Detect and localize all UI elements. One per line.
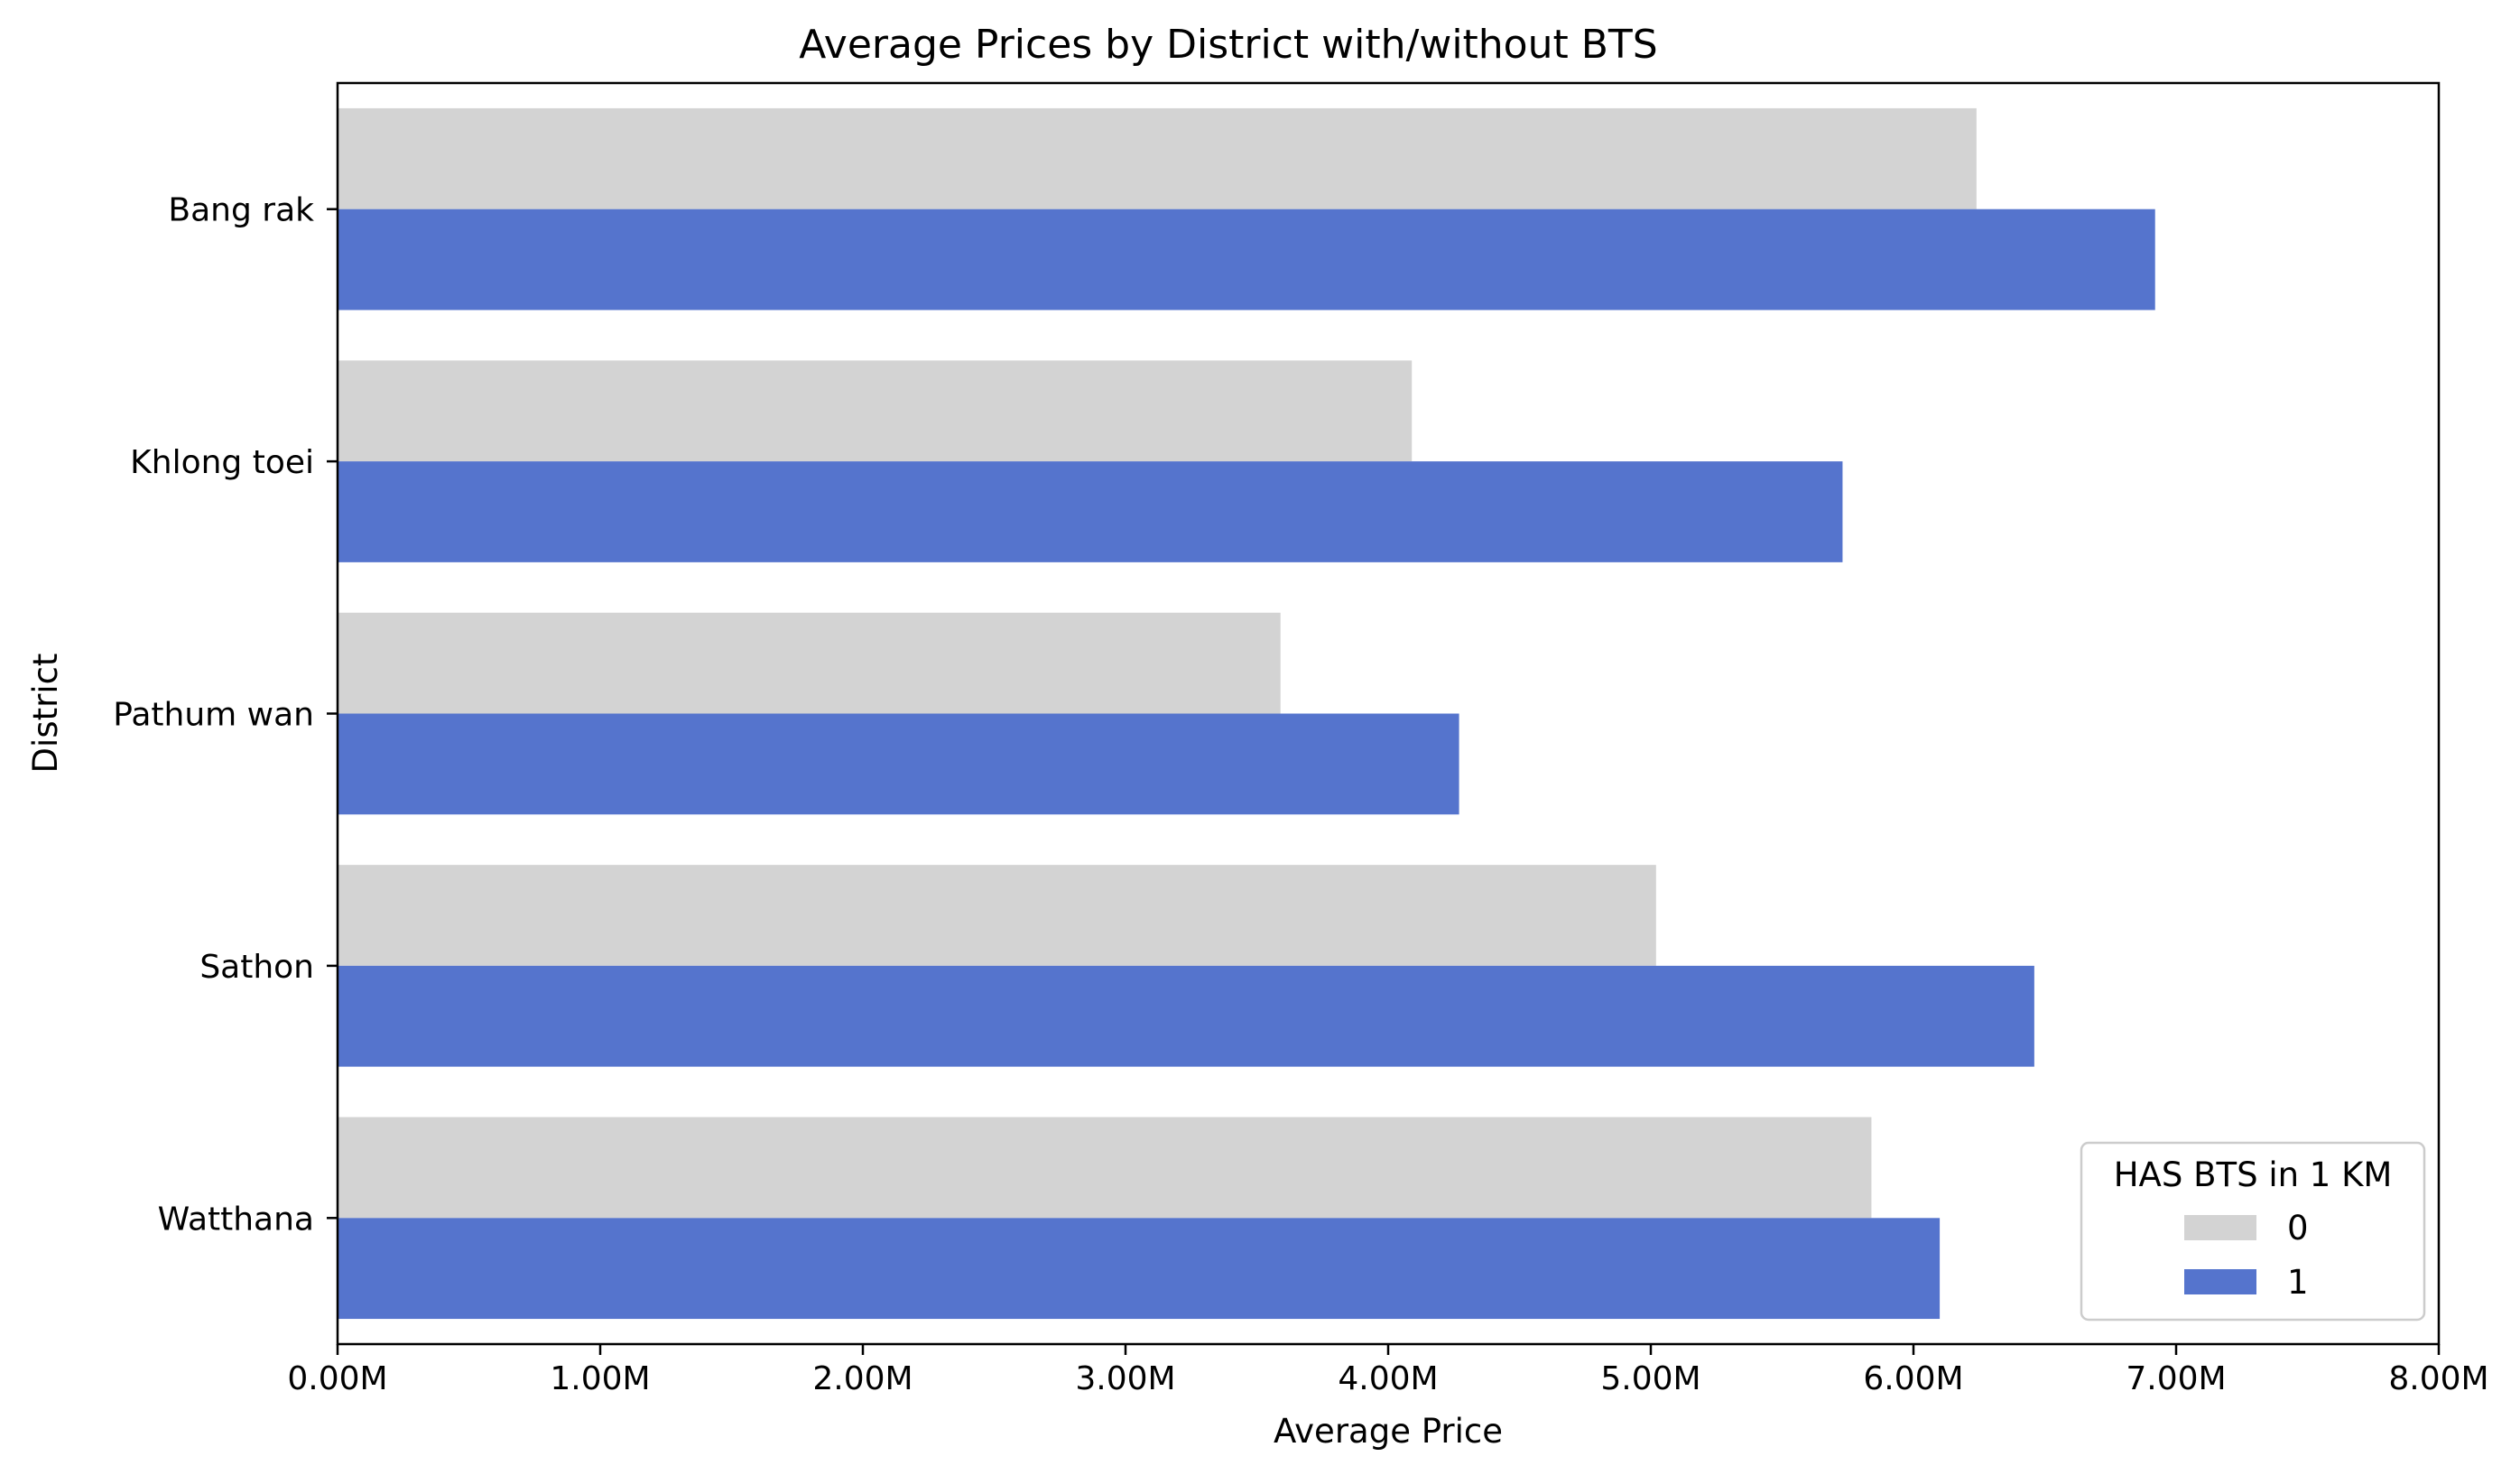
bar-watthana-series-0: [338, 1117, 1872, 1219]
bar-khlong-toei-series-1: [338, 461, 1843, 562]
x-tick-label: 8.00M: [2388, 1360, 2488, 1397]
chart-title: Average Prices by District with/without …: [799, 22, 1657, 68]
legend-title: HAS BTS in 1 KM: [2114, 1155, 2393, 1194]
x-tick-label: 1.00M: [550, 1360, 650, 1397]
y-axis-label: District: [26, 654, 65, 774]
y-tick-label: Bang rak: [168, 192, 314, 229]
y-tick-label: Pathum wan: [113, 697, 314, 734]
x-tick-label: 4.00M: [1338, 1360, 1438, 1397]
x-tick-label: 3.00M: [1075, 1360, 1175, 1397]
y-axis-ticks: Bang rak Khlong toei Pathum wan Sathon Watth…: [113, 192, 338, 1238]
bar-watthana-series-1: [338, 1218, 1941, 1320]
x-tick-label: 5.00M: [1600, 1360, 1700, 1397]
x-tick-label: 2.00M: [812, 1360, 913, 1397]
x-tick-label: 7.00M: [2126, 1360, 2226, 1397]
y-tick-label: Watthana: [158, 1201, 314, 1238]
bar-khlong-toei-series-0: [338, 360, 1413, 462]
x-axis-ticks: 0.00M 1.00M 2.00M 3.00M 4.00M 5.00M 6.00M 7.00M…: [287, 1344, 2489, 1397]
x-tick-label: 0.00M: [287, 1360, 387, 1397]
legend-swatch-0: [2184, 1215, 2256, 1240]
bar-sathon-series-0: [338, 865, 1656, 966]
legend-label-0: 0: [2287, 1209, 2309, 1248]
x-tick-label: 6.00M: [1863, 1360, 1963, 1397]
y-tick-label: Khlong toei: [130, 444, 314, 481]
x-axis-label: Average Price: [1274, 1412, 1503, 1451]
legend-label-1: 1: [2287, 1263, 2309, 1302]
bar-pathum-wan-series-0: [338, 612, 1281, 714]
bar-pathum-wan-series-1: [338, 713, 1459, 815]
bar-bang-rak-series-1: [338, 209, 2155, 311]
y-tick-label: Sathon: [199, 949, 314, 986]
bar-sathon-series-1: [338, 965, 2034, 1067]
bar-bang-rak-series-0: [338, 107, 1977, 209]
bars-group: [338, 107, 2155, 1320]
legend: HAS BTS in 1 KM 0 1: [2080, 1141, 2426, 1322]
legend-swatch-1: [2184, 1269, 2256, 1294]
